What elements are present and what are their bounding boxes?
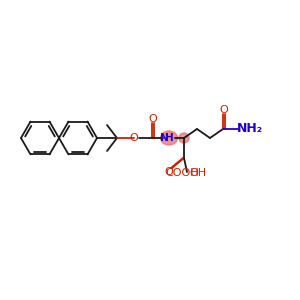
Text: O: O [165,167,173,177]
Text: OH: OH [189,168,207,178]
Text: O: O [148,114,158,124]
Text: NH₂: NH₂ [237,122,263,136]
Text: H: H [165,133,173,143]
Text: COOH: COOH [165,168,199,178]
Text: N: N [160,133,168,143]
Text: O: O [220,105,228,115]
Text: O: O [130,133,138,143]
Ellipse shape [179,133,189,143]
Ellipse shape [160,131,178,145]
